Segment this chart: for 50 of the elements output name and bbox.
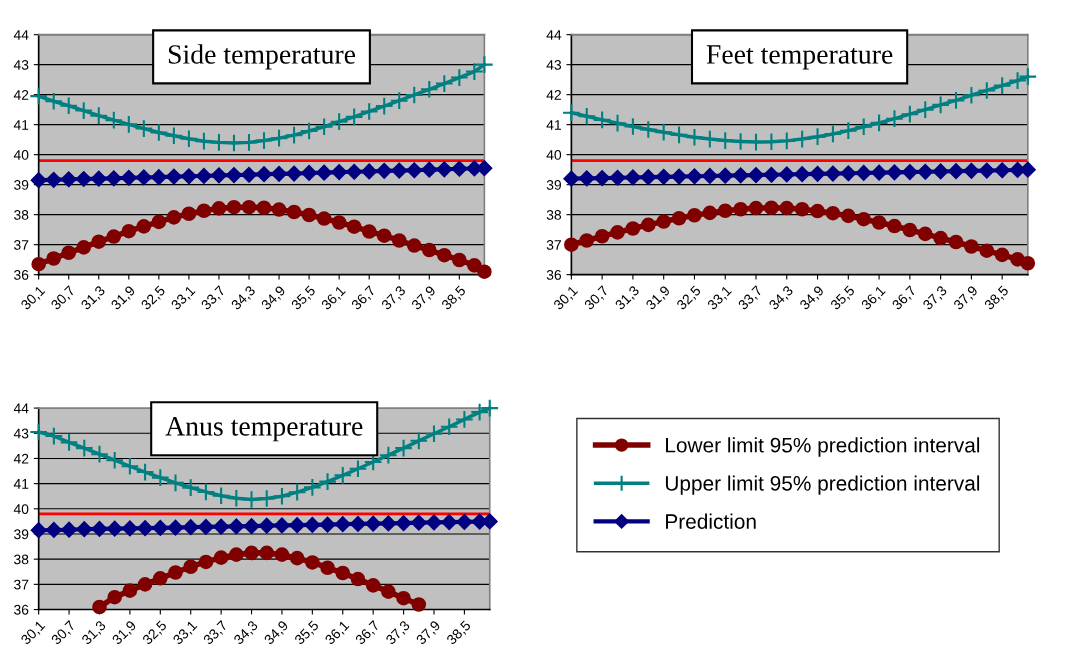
y-tick-label: 40 (13, 150, 29, 160)
legend-label: Prediction (666, 513, 756, 529)
x-tick-label: 33,1 (706, 285, 734, 312)
y-tick-label: 41 (13, 120, 29, 130)
y-tick-label: 44 (13, 30, 29, 40)
x-tick-label: 34,9 (263, 619, 290, 647)
x-tick-label: 30,1 (552, 285, 580, 312)
legend-label: Upper limit 95% prediction interval (665, 475, 980, 495)
y-tick-label: 39 (546, 180, 561, 190)
y-tick-label: 36 (14, 270, 29, 280)
x-tick-label: 33,1 (172, 619, 199, 647)
y-tick-label: 38 (14, 554, 29, 565)
y-tick-label: 39 (14, 180, 29, 190)
x-tick-label: 34,3 (233, 619, 260, 647)
y-tick-label: 37 (546, 240, 561, 250)
x-tick-label: 37,9 (415, 619, 442, 647)
legend-label: Lower limit 95% prediction interval (666, 437, 980, 457)
y-tick-label: 44 (13, 403, 29, 414)
y-tick-label: 42 (13, 90, 29, 100)
x-tick-label: 36,1 (324, 619, 351, 647)
y-tick-label: 39 (14, 529, 29, 540)
x-tick-label: 31,9 (111, 619, 138, 647)
y-tick-label: 36 (14, 604, 29, 615)
y-tick-label: 44 (546, 30, 562, 40)
y-tick-label: 38 (14, 210, 29, 220)
x-tick-label: 37,3 (385, 619, 412, 647)
x-tick-label: 36,1 (860, 285, 887, 312)
y-tick-label: 40 (13, 504, 29, 514)
y-tick-label: 40 (546, 150, 562, 160)
x-tick-label: 30,1 (20, 285, 47, 312)
y-tick-label: 41 (13, 479, 29, 489)
y-tick-label: 42 (546, 90, 561, 100)
y-tick-label: 41 (546, 120, 561, 130)
x-tick-label: 33,1 (170, 285, 197, 312)
y-tick-label: 37 (14, 579, 29, 590)
x-tick-label: 34,9 (799, 285, 826, 312)
x-tick-label: 31,3 (81, 619, 108, 647)
x-tick-label: 30,1 (20, 619, 47, 647)
y-tick-label: 43 (13, 428, 29, 439)
x-tick-label: 38,5 (445, 619, 473, 647)
y-tick-label: 36 (546, 270, 562, 280)
x-tick-label: 36,1 (320, 285, 348, 312)
chart-title: Side temperature (168, 44, 356, 70)
chart-title: Anus temperature (165, 417, 363, 442)
y-tick-label: 37 (14, 240, 29, 250)
y-tick-label: 38 (546, 210, 562, 220)
y-tick-label: 43 (546, 60, 562, 70)
y-tick-label: 43 (13, 60, 29, 70)
chart-title: Feet temperature (706, 45, 893, 70)
y-tick-label: 42 (13, 453, 29, 464)
